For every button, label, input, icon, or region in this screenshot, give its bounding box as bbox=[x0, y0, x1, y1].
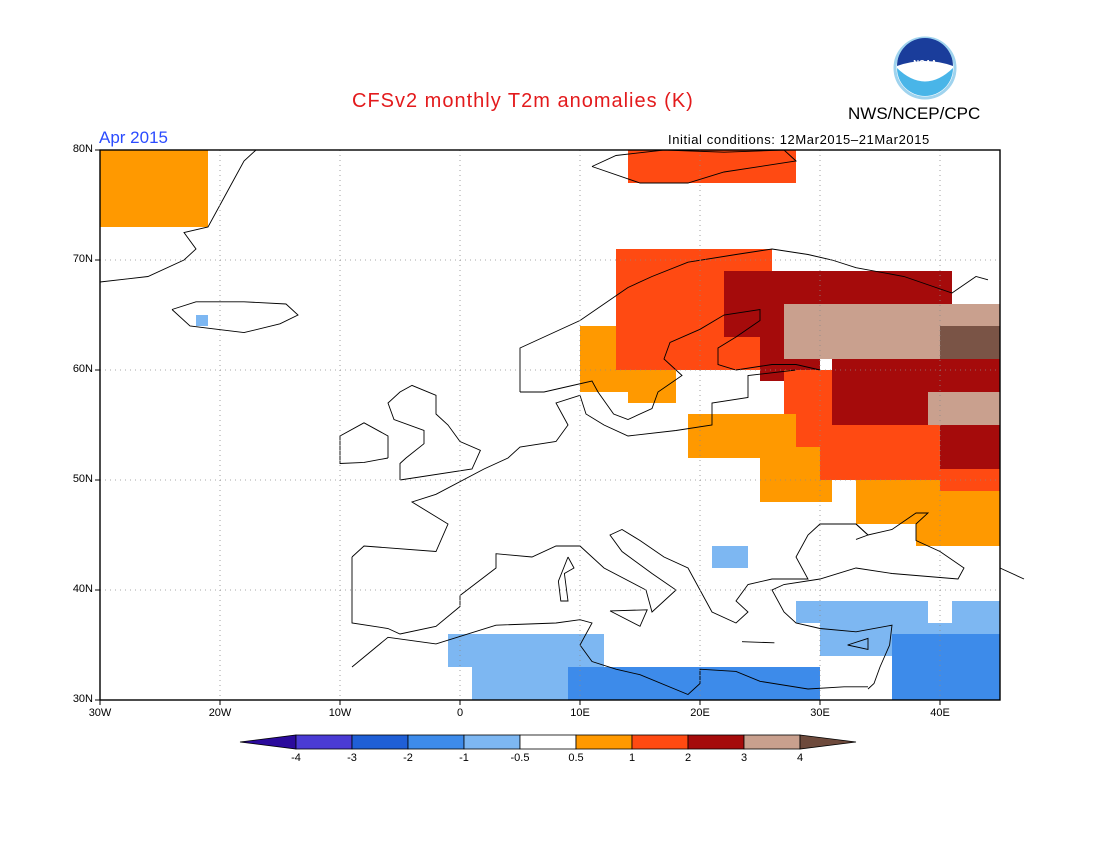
colorbar-swatch bbox=[519, 734, 577, 750]
lon-tick-label: 30W bbox=[88, 707, 112, 719]
coastline bbox=[557, 556, 575, 602]
organization-label: NWS/NCEP/CPC bbox=[848, 104, 981, 123]
lat-tick-label: 40N bbox=[72, 583, 93, 595]
colorbar-swatch bbox=[407, 734, 465, 750]
initial-conditions: Initial conditions: 12Mar2015–21Mar2015 bbox=[668, 132, 930, 147]
coastline bbox=[171, 301, 299, 334]
anomaly-cell bbox=[568, 667, 820, 700]
lon-tick-label: 10E bbox=[570, 707, 590, 719]
lat-tick-label: 70N bbox=[72, 253, 93, 265]
coastlines bbox=[99, 149, 1025, 696]
lon-tick-label: 10W bbox=[328, 707, 352, 719]
forecast-period: Apr 2015 bbox=[99, 128, 168, 147]
lon-tick-label: 0 bbox=[456, 707, 464, 719]
coastline bbox=[609, 609, 648, 627]
axis-ticks bbox=[95, 149, 941, 705]
colorbar-label: 2 bbox=[684, 752, 692, 764]
lat-tick-label: 60N bbox=[72, 363, 93, 375]
colorbar-swatch bbox=[575, 734, 633, 750]
noaa-logo-text: NOAA bbox=[913, 59, 937, 68]
anomaly-cell bbox=[628, 150, 796, 183]
graticule bbox=[100, 150, 1000, 700]
coastline bbox=[351, 619, 868, 696]
anomaly-cell bbox=[916, 491, 1000, 546]
coastline bbox=[847, 637, 869, 650]
colorbar-label: -2 bbox=[403, 752, 413, 764]
coastline bbox=[351, 369, 797, 558]
colorbar bbox=[239, 734, 857, 750]
colorbar-label: 1 bbox=[628, 752, 636, 764]
coastline bbox=[387, 384, 481, 481]
colorbar-swatch bbox=[799, 734, 857, 750]
anomaly-cell bbox=[100, 150, 208, 227]
colorbar-swatch bbox=[351, 734, 409, 750]
anomaly-cell bbox=[628, 370, 676, 403]
figure-title: CFSv2 monthly T2m anomalies (K) bbox=[352, 90, 694, 112]
colorbar-label: 0.5 bbox=[568, 752, 584, 764]
anomaly-cell bbox=[892, 634, 1000, 700]
lat-tick-label: 30N bbox=[72, 693, 93, 705]
lon-tick-label: 40E bbox=[930, 707, 950, 719]
anomaly-cell bbox=[712, 546, 748, 568]
anomaly-cell bbox=[952, 601, 1000, 634]
anomaly-cell bbox=[796, 601, 928, 623]
colorbar-label: -4 bbox=[291, 752, 301, 764]
colorbar-swatch bbox=[743, 734, 801, 750]
colorbar-swatch bbox=[631, 734, 689, 750]
lat-tick-label: 80N bbox=[72, 143, 93, 155]
lon-tick-label: 30E bbox=[810, 707, 830, 719]
colorbar-label: -0.5 bbox=[510, 752, 530, 764]
plot-frame bbox=[99, 149, 1001, 701]
lat-tick-label: 50N bbox=[72, 473, 93, 485]
anomaly-cell bbox=[940, 425, 1000, 469]
coastline bbox=[855, 523, 869, 540]
colorbar-swatch bbox=[239, 734, 297, 750]
coastline bbox=[591, 149, 797, 184]
colorbar-swatch bbox=[295, 734, 353, 750]
anomaly-cell bbox=[448, 634, 568, 667]
colorbar-swatch bbox=[463, 734, 521, 750]
coastline bbox=[741, 641, 775, 644]
anomaly-cell bbox=[472, 667, 568, 700]
anomaly-cell bbox=[196, 315, 208, 326]
coastline bbox=[519, 248, 989, 392]
lon-tick-label: 20E bbox=[690, 707, 710, 719]
coastline bbox=[520, 308, 821, 420]
coastline bbox=[999, 567, 1025, 580]
lon-tick-label: 20W bbox=[208, 707, 232, 719]
colorbar-label: 3 bbox=[740, 752, 748, 764]
colorbar-label: 4 bbox=[796, 752, 804, 764]
coastline bbox=[351, 512, 965, 690]
anomaly-cell bbox=[928, 392, 1000, 425]
colorbar-swatch bbox=[687, 734, 745, 750]
anomaly-cells bbox=[100, 150, 1000, 700]
colorbar-label: -3 bbox=[347, 752, 357, 764]
colorbar-label: -1 bbox=[459, 752, 469, 764]
coastline bbox=[99, 149, 257, 283]
noaa-logo: NOAA bbox=[893, 36, 957, 100]
